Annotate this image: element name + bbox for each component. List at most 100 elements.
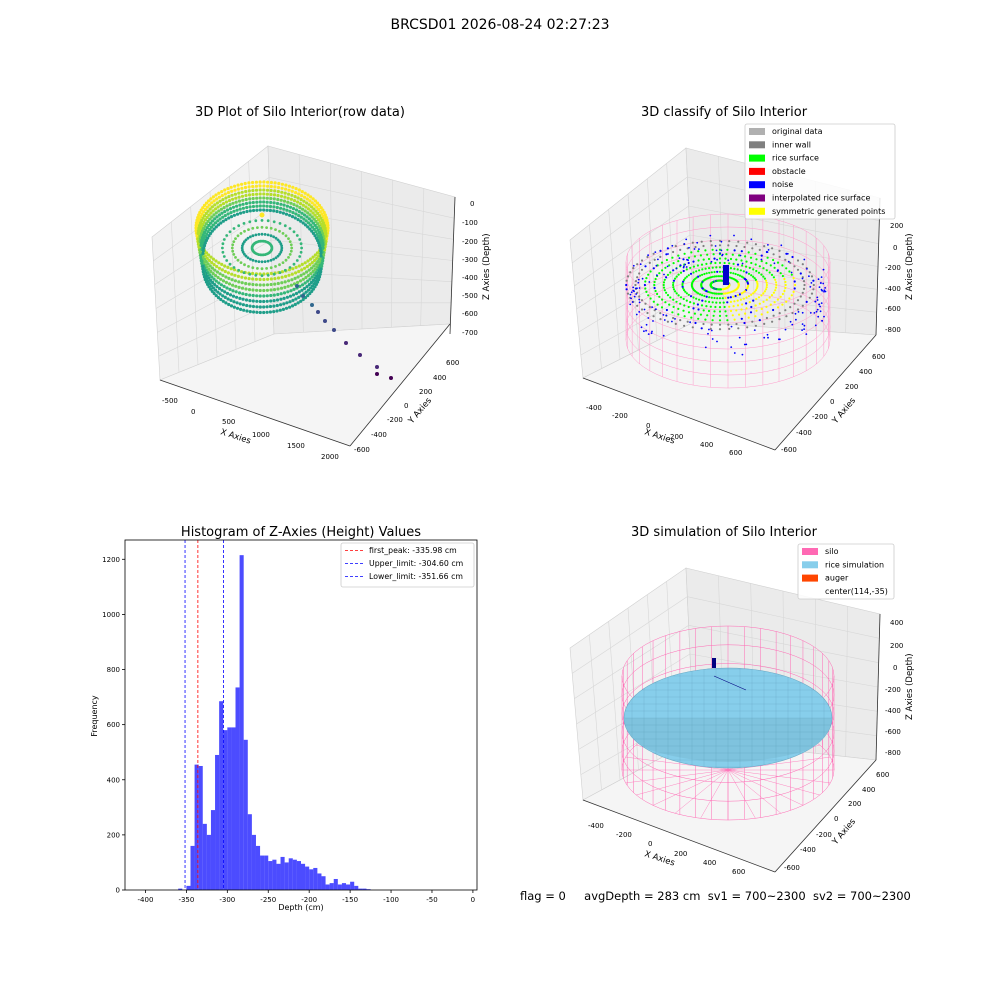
hist-xtick-label: 0	[471, 896, 475, 904]
raw-point	[292, 262, 296, 266]
raw-point	[227, 199, 232, 203]
classified-point	[802, 280, 806, 283]
raw-point	[229, 215, 234, 219]
raw-point	[202, 220, 206, 224]
p1-xtick-2: 500	[222, 418, 235, 426]
raw-point	[272, 299, 276, 303]
raw-point	[298, 202, 303, 206]
raw-point	[307, 268, 311, 272]
raw-point	[255, 192, 259, 196]
classified-point	[707, 309, 711, 313]
raw-point	[251, 271, 255, 276]
classified-point	[760, 313, 763, 316]
raw-point	[272, 310, 276, 314]
raw-point	[238, 302, 242, 306]
raw-point	[310, 205, 314, 209]
classified-point	[649, 297, 652, 300]
classified-point	[729, 271, 732, 274]
noise-point	[655, 264, 658, 267]
classified-point	[685, 268, 688, 271]
classified-point	[790, 273, 793, 276]
raw-point	[306, 279, 310, 283]
classified-point	[728, 327, 731, 330]
raw-point	[310, 225, 315, 229]
raw-point	[294, 291, 299, 296]
raw-point	[297, 295, 301, 299]
raw-point	[311, 197, 315, 201]
raw-point	[273, 189, 277, 193]
hist-xtick-label: -400	[138, 896, 154, 904]
noise-point	[696, 241, 699, 244]
noise-point	[643, 330, 645, 333]
classified-point	[662, 281, 666, 284]
hist-bar	[219, 701, 224, 890]
classified-point	[754, 243, 758, 246]
raw-point	[258, 204, 262, 208]
raw-point	[296, 200, 300, 204]
raw-point	[245, 309, 249, 313]
raw-point	[276, 238, 280, 242]
raw-point	[236, 234, 240, 238]
classified-point	[763, 277, 767, 280]
classified-point	[778, 255, 781, 258]
raw-point	[254, 233, 258, 237]
classified-point	[652, 252, 655, 255]
raw-point	[225, 234, 229, 237]
raw-point	[238, 296, 242, 300]
p4-xtick-5: 600	[732, 868, 745, 876]
raw-point	[203, 277, 207, 282]
classified-point	[672, 286, 675, 289]
raw-point	[318, 220, 322, 224]
raw-point	[259, 212, 265, 218]
noise-point	[633, 295, 636, 298]
raw-point	[309, 272, 313, 276]
raw-point	[240, 182, 244, 186]
raw-point	[256, 267, 259, 270]
classified-point	[733, 300, 736, 303]
raw-point	[266, 219, 270, 223]
p2-ztick-0: 200	[890, 222, 903, 230]
classified-point	[663, 289, 666, 292]
classified-point	[653, 280, 656, 284]
raw-point	[240, 275, 244, 279]
classified-point	[697, 292, 700, 295]
classified-point	[679, 296, 683, 299]
raw-point	[219, 203, 223, 207]
raw-point	[293, 195, 297, 199]
classified-point	[675, 300, 678, 303]
legend-label: auger	[825, 574, 849, 583]
raw-point	[288, 205, 293, 209]
raw-point	[232, 266, 236, 269]
classified-point	[674, 290, 677, 293]
raw-point	[223, 269, 227, 274]
p2-ytick-2: 200	[845, 383, 858, 391]
classified-point	[672, 288, 676, 291]
raw-point	[241, 198, 245, 202]
classified-point	[669, 296, 672, 299]
noise-point	[632, 264, 635, 267]
classified-point	[745, 260, 748, 263]
raw-point	[210, 201, 214, 205]
classified-point	[689, 295, 693, 298]
raw-point	[320, 262, 324, 266]
classified-point	[763, 290, 767, 293]
raw-point	[266, 259, 270, 263]
raw-point	[220, 194, 224, 198]
raw-point	[243, 240, 246, 244]
raw-point	[266, 273, 270, 277]
classified-point	[689, 266, 692, 269]
raw-point	[233, 273, 237, 277]
raw-point	[209, 231, 213, 235]
noise-point	[750, 238, 753, 241]
classified-point	[736, 268, 739, 271]
classified-point	[746, 241, 749, 244]
raw-point	[237, 291, 242, 295]
classified-point	[734, 272, 737, 276]
classified-point	[801, 291, 804, 294]
noise-point	[719, 252, 721, 255]
hist-bar	[239, 555, 244, 890]
raw-point	[265, 192, 269, 196]
noise-point	[678, 257, 681, 259]
classified-point	[737, 283, 740, 286]
raw-point	[322, 253, 326, 257]
